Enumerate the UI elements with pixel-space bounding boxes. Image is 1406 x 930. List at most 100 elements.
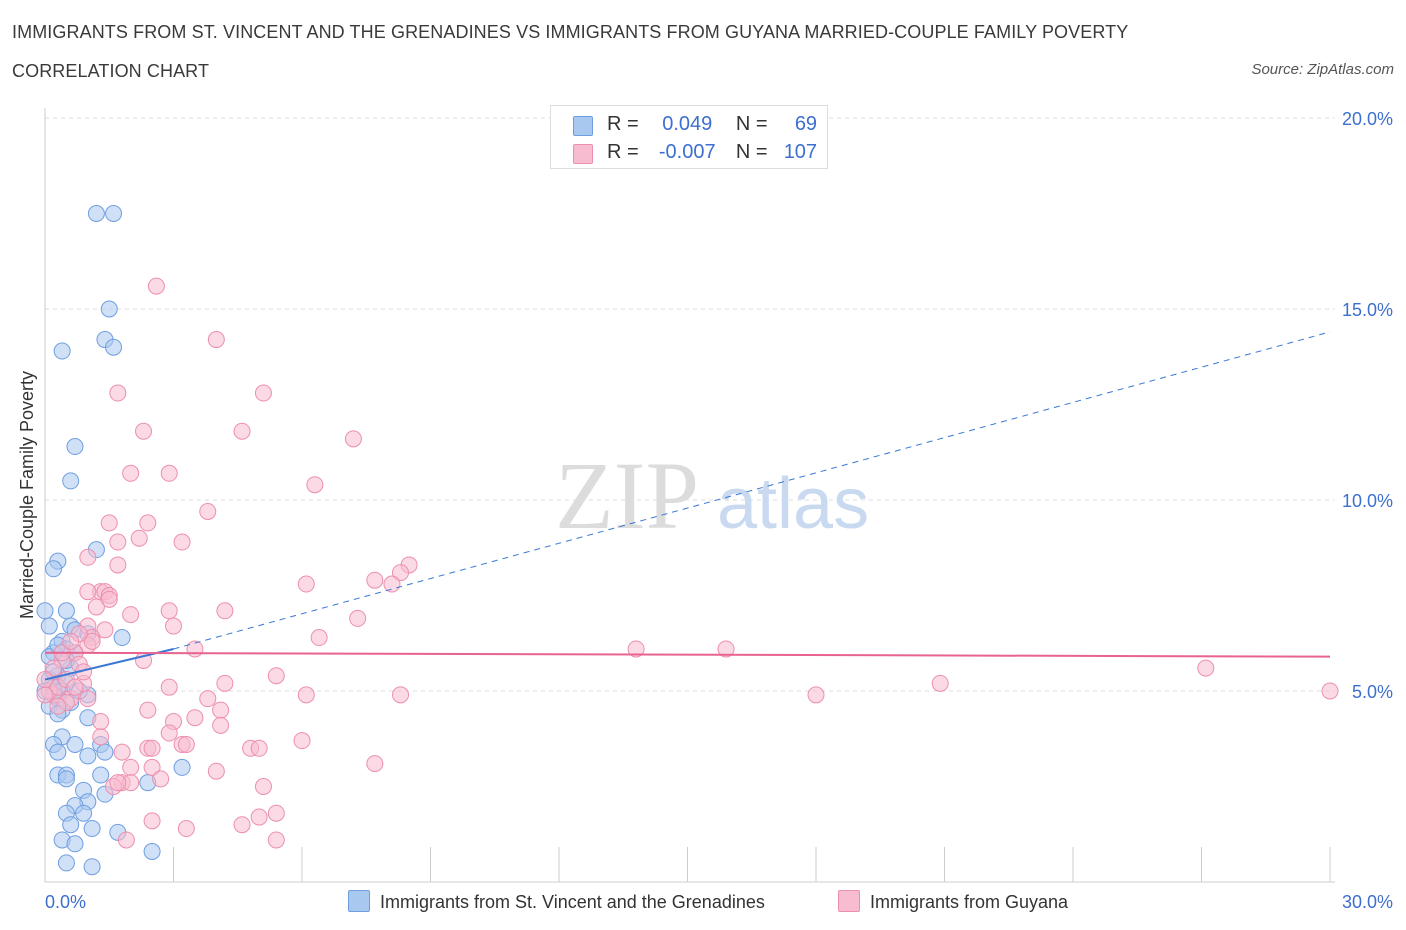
data-point-pink (254, 384, 272, 402)
legend-swatch-blue (573, 116, 593, 136)
data-point-pink (267, 667, 285, 685)
legend-n-value: 107 (783, 141, 818, 163)
watermark: ZIP atlas (555, 442, 869, 549)
tick-labels: 5.0% 10.0% 15.0% 20.0% 0.0% 30.0% (45, 109, 1393, 912)
data-point-pink (186, 709, 204, 727)
y-axis-label: Married-Couple Family Poverty (17, 371, 37, 619)
data-point-blue (83, 858, 101, 876)
data-point-pink (310, 629, 328, 647)
data-point-pink (62, 632, 80, 650)
data-point-pink (92, 728, 110, 746)
bottom-legend-label-pink: Immigrants from Guyana (870, 892, 1069, 912)
source-label: Source: ZipAtlas.com (1251, 61, 1394, 78)
legend-r-value: -0.007 (658, 141, 716, 163)
chart-title-line-1: IMMIGRANTS FROM ST. VINCENT AND THE GREN… (12, 22, 1129, 42)
data-point-pink (233, 422, 251, 440)
data-point-blue (62, 816, 80, 834)
data-point-pink (87, 598, 105, 616)
data-point-pink (173, 533, 191, 551)
data-point-pink (250, 739, 268, 757)
data-point-pink (717, 640, 735, 658)
data-point-blue (173, 758, 191, 776)
data-point-pink (79, 583, 97, 601)
data-point-blue (113, 629, 131, 647)
x-tick-label: 30.0% (1342, 892, 1393, 912)
data-point-pink (349, 609, 367, 627)
trend-lines (44, 331, 1331, 681)
data-point-pink (267, 804, 285, 822)
data-point-pink (216, 602, 234, 620)
data-point-blue (105, 338, 123, 356)
data-point-pink (207, 762, 225, 780)
bottom-legend-blue: Immigrants from St. Vincent and the Gren… (348, 890, 765, 913)
legend-n-label: N = (735, 141, 768, 163)
data-point-pink (100, 590, 118, 608)
watermark-atlas: atlas (717, 464, 869, 544)
data-point-pink (79, 690, 97, 708)
legend-r-value: 0.049 (662, 113, 713, 135)
data-point-pink (297, 575, 315, 593)
data-point-pink (366, 571, 384, 589)
trend-line-pink (44, 651, 1331, 658)
data-point-pink (267, 831, 285, 849)
data-point-pink (122, 758, 140, 776)
data-point-blue (57, 854, 75, 872)
data-point-blue (66, 835, 84, 853)
trend-line-blue-extension (173, 331, 1331, 650)
data-point-blue (105, 205, 123, 222)
y-tick-label: 15.0% (1342, 300, 1393, 320)
data-point-blue (40, 617, 58, 635)
data-point-pink (177, 735, 195, 753)
data-point-pink (297, 686, 315, 704)
data-point-pink (392, 686, 410, 704)
data-point-blue (53, 342, 71, 360)
data-point-pink (122, 606, 140, 624)
data-point-pink (66, 678, 84, 696)
bottom-legend-swatch-pink (838, 890, 860, 912)
data-point-pink (212, 701, 230, 719)
y-tick-label: 20.0% (1342, 109, 1393, 129)
data-point-pink (92, 713, 110, 731)
data-point-blue (66, 735, 84, 753)
data-point-pink (160, 678, 178, 696)
data-point-blue (45, 560, 63, 578)
chart-title-line-2: CORRELATION CHART (12, 61, 210, 81)
series-pink-points (36, 277, 1339, 849)
data-point-blue (79, 747, 97, 765)
data-point-pink (931, 674, 949, 692)
data-point-pink (96, 621, 114, 639)
data-point-blue (62, 472, 80, 490)
data-point-pink (250, 808, 268, 826)
legend-n-label: N = (735, 113, 768, 135)
data-point-pink (122, 464, 140, 482)
data-point-pink (139, 701, 157, 719)
data-point-pink (344, 430, 362, 448)
data-point-pink (1197, 659, 1215, 677)
x-tick-label: 0.0% (45, 892, 86, 912)
data-point-blue (143, 842, 161, 860)
data-point-blue (87, 205, 105, 222)
legend-r-label: R = (607, 141, 639, 163)
y-tick-label: 5.0% (1352, 682, 1393, 702)
data-point-pink (392, 564, 410, 582)
data-point-pink (100, 514, 118, 532)
data-point-pink (109, 556, 127, 574)
data-point-pink (165, 617, 182, 635)
data-point-pink (117, 831, 135, 849)
data-point-pink (49, 697, 67, 715)
data-point-pink (143, 758, 161, 776)
data-point-pink (160, 724, 178, 742)
legend-n-value: 69 (794, 113, 818, 135)
data-point-pink (45, 659, 63, 677)
data-point-pink (366, 755, 384, 773)
data-point-pink (1321, 682, 1339, 700)
data-point-pink (139, 514, 157, 532)
data-point-blue (66, 438, 84, 456)
data-point-pink (143, 739, 161, 757)
axes (44, 108, 1335, 883)
data-point-pink (383, 575, 401, 593)
data-point-blue (57, 770, 75, 788)
bottom-legend-swatch-blue (348, 890, 370, 912)
data-point-blue (92, 766, 110, 784)
data-point-pink (109, 774, 127, 792)
